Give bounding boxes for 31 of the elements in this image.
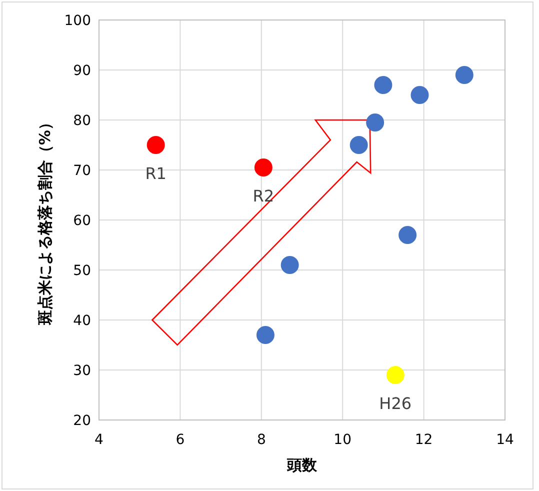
x-axis-title: 頭数 (286, 456, 318, 474)
point (386, 366, 404, 384)
annotation: H26 (379, 394, 412, 413)
point (350, 136, 368, 154)
y-tick-label: 70 (73, 163, 91, 179)
y-tick-label: 80 (73, 113, 91, 129)
y-tick-label: 20 (73, 413, 91, 429)
point (374, 76, 392, 94)
point (146, 136, 165, 154)
x-tick-label: 6 (176, 432, 185, 448)
point (280, 256, 299, 274)
x-tick-label: 12 (414, 432, 433, 448)
x-tick-label: 8 (256, 432, 266, 448)
y-tick-label: 100 (64, 13, 91, 29)
y-tick-label: 60 (73, 213, 91, 229)
point (254, 158, 272, 176)
annotation: R2 (252, 186, 274, 206)
x-tick-label: 14 (496, 432, 514, 448)
y-tick-label: 90 (73, 63, 91, 79)
point (366, 114, 384, 132)
y-tick-label: 50 (73, 263, 91, 279)
y-axis-title: 斑点米による格落ち割合（%） (36, 114, 54, 326)
x-tick-label: 4 (94, 432, 104, 448)
point (410, 86, 429, 104)
point (455, 66, 474, 84)
y-tick-label: 30 (73, 363, 91, 379)
point (256, 326, 274, 344)
point (398, 226, 417, 244)
annotation: R1 (145, 164, 166, 183)
y-tick-label: 40 (73, 313, 91, 329)
x-tick-label: 10 (334, 432, 352, 448)
